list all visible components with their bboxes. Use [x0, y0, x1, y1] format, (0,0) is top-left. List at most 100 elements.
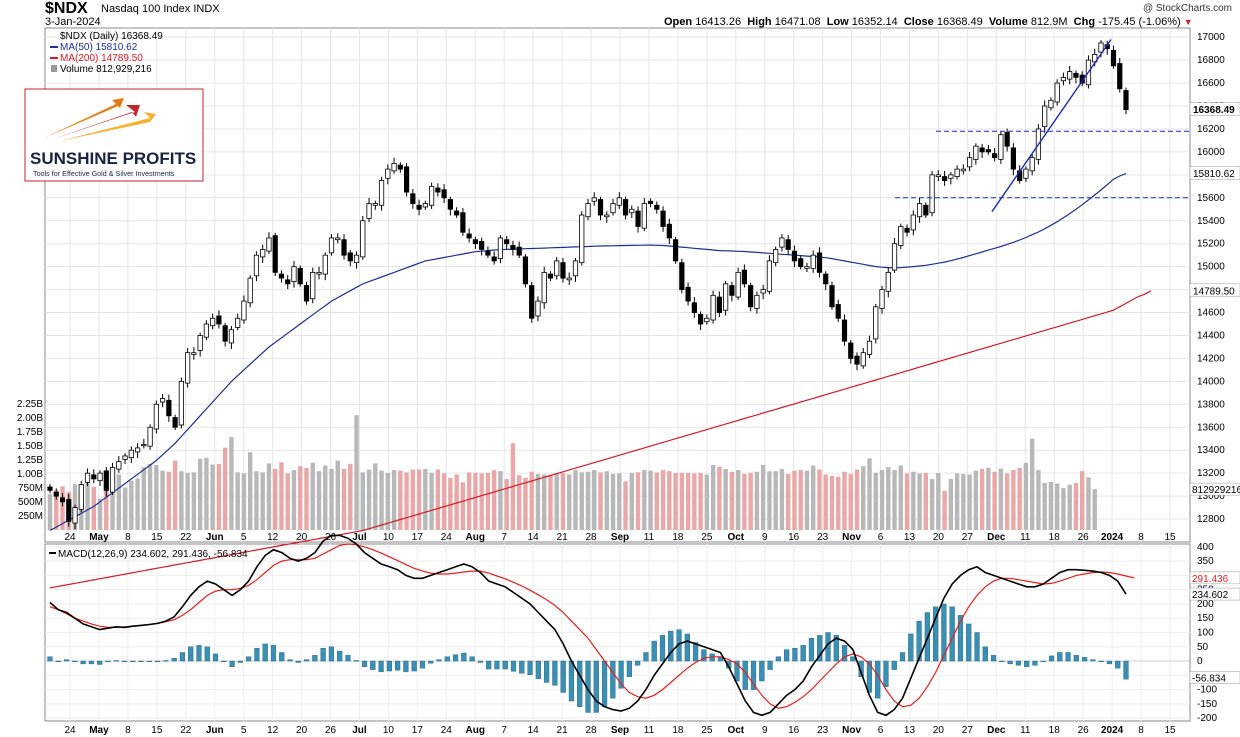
- x-tick-label-bottom: 28: [585, 725, 597, 736]
- volume-bar: [160, 470, 165, 530]
- x-tick-label-bottom: 2024: [1101, 725, 1124, 736]
- x-tick-label-top: Aug: [466, 532, 485, 543]
- volume-bar: [285, 473, 290, 530]
- index-name: Nasdaq 100 Index INDX: [101, 3, 220, 15]
- legend-volume: Volume 812,929,216: [60, 64, 152, 75]
- price-tick-label: 15000: [1197, 262, 1225, 273]
- volume-bar: [366, 469, 372, 530]
- histogram-bar: [1040, 660, 1046, 663]
- candle-body: [885, 271, 891, 292]
- candle-body: [141, 444, 147, 447]
- macd-tick-label: 200: [1197, 599, 1214, 610]
- histogram-bar: [535, 660, 541, 679]
- histogram-bar: [179, 652, 186, 662]
- volume-value: 812.9M: [1030, 16, 1068, 28]
- histogram-bar: [411, 660, 417, 672]
- histogram-bar: [544, 660, 550, 683]
- volume-bar: [660, 470, 666, 530]
- candle-body: [923, 204, 929, 216]
- macd-tick-label: -150: [1197, 699, 1217, 710]
- annotations: [895, 39, 1190, 212]
- histogram-bar: [916, 620, 922, 662]
- volume-bar: [416, 469, 422, 530]
- candle-body: [53, 491, 59, 497]
- candle-body: [660, 210, 666, 227]
- histogram-bar: [1057, 652, 1063, 662]
- histogram-bar: [295, 660, 301, 663]
- histogram-bar: [833, 635, 839, 662]
- x-tick-label-bottom: 24: [64, 725, 76, 736]
- volume-bar: [723, 468, 728, 530]
- x-tick-label-top: 12: [267, 532, 279, 543]
- volume-bar: [917, 473, 922, 530]
- histogram-bar: [601, 660, 608, 707]
- candle-body: [841, 319, 848, 342]
- candle-body: [335, 237, 341, 241]
- macd-tick-label: 0: [1197, 656, 1203, 667]
- candle-body: [798, 258, 804, 268]
- candle-body: [422, 203, 428, 208]
- volume-bar: [410, 469, 416, 530]
- volume-bar: [1086, 477, 1091, 530]
- candle-body: [1029, 157, 1035, 172]
- volume-bar: [473, 472, 478, 530]
- candle-body: [366, 203, 372, 219]
- histogram-bar: [1007, 660, 1013, 665]
- histogram-value-label-box: [1189, 671, 1240, 684]
- volume-bar: [385, 472, 391, 530]
- volume-bar: [229, 437, 234, 530]
- volume-bar: [291, 470, 297, 530]
- volume-bar: [848, 474, 853, 530]
- candle-body: [153, 403, 159, 430]
- x-tick-label-bottom: Dec: [987, 725, 1006, 736]
- volume-bar: [210, 464, 215, 530]
- chg-value: -175.45 (-1.06%): [1098, 16, 1181, 28]
- histogram-bar: [750, 660, 757, 690]
- x-tick-label-bottom: 24: [441, 725, 453, 736]
- candle-body: [710, 294, 716, 321]
- x-tick-label-top: Dec: [987, 532, 1006, 543]
- candle-body: [1067, 71, 1073, 80]
- volume-bar: [898, 465, 903, 530]
- macd-tick-label: -100: [1197, 685, 1217, 696]
- volume-bar: [316, 471, 322, 530]
- candle-body: [979, 147, 985, 153]
- x-tick-label-top: 8: [125, 532, 131, 543]
- histogram-bar: [486, 660, 492, 670]
- histogram-bar: [817, 635, 823, 662]
- histogram-bar: [792, 648, 798, 662]
- histogram-bar: [1115, 660, 1121, 669]
- x-tick-label-bottom: 26: [1078, 725, 1090, 736]
- logo-name: SUNSHINE PROFITS: [30, 149, 196, 168]
- histogram-bar: [519, 660, 525, 674]
- volume-bar: [998, 468, 1004, 530]
- candle-body: [748, 285, 754, 308]
- histogram-bar: [908, 633, 914, 662]
- price-tick-label: 13200: [1197, 468, 1225, 479]
- candle-body: [948, 174, 954, 179]
- macd-tick-label: -200: [1197, 713, 1217, 724]
- volume-bar: [441, 473, 447, 530]
- x-tick-label-top: 15: [1164, 532, 1176, 543]
- volume-bar: [166, 471, 172, 530]
- logo-ray-red: [50, 105, 140, 140]
- high-value: 16471.08: [774, 16, 821, 28]
- histogram-bar: [610, 660, 616, 699]
- volume-bar: [122, 487, 128, 530]
- volume-bar: [986, 467, 991, 530]
- candle-body: [879, 289, 885, 309]
- price-legend: $NDX (Daily) 16368.49 MA(50) 15810.62 MA…: [50, 31, 163, 75]
- candle-body: [360, 220, 366, 258]
- candle-body: [429, 185, 435, 206]
- histogram-bar: [419, 660, 426, 669]
- candle-body: [479, 241, 485, 250]
- price-tick-label: 17000: [1197, 32, 1225, 43]
- candle-body: [197, 335, 203, 351]
- volume-bar: [1073, 482, 1079, 530]
- volume-bar: [667, 471, 672, 530]
- candle-body: [804, 266, 810, 269]
- volume-bar: [379, 470, 384, 530]
- histogram-bar: [105, 660, 111, 663]
- volume-bar: [692, 473, 697, 530]
- candle-body: [109, 467, 116, 493]
